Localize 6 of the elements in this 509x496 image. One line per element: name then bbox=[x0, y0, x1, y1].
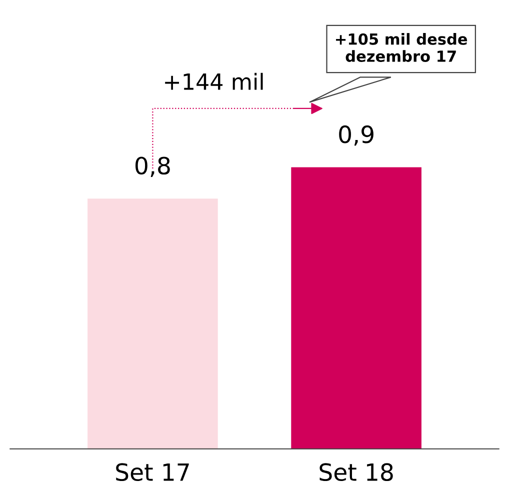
text: +144 mil bbox=[165, 72, 263, 90]
x-tick-label: Set 17 bbox=[116, 463, 189, 482]
x-tick-label: Set 18 bbox=[320, 463, 393, 482]
data-label: 0,9 bbox=[339, 125, 374, 146]
data-label: 0,8 bbox=[135, 156, 170, 177]
text: +105 mil desde dezembro 17 bbox=[336, 33, 468, 62]
